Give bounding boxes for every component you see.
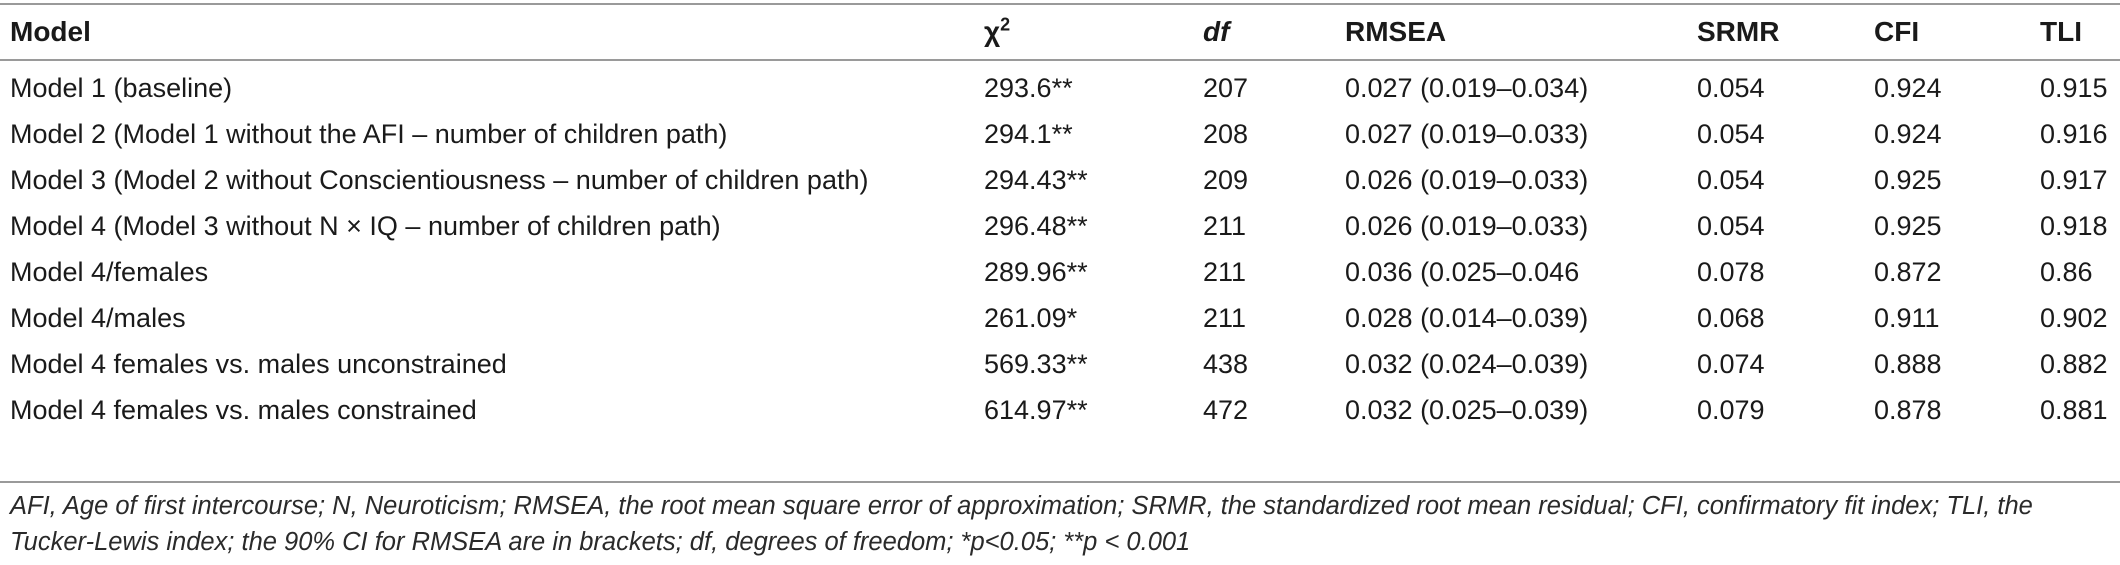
cell-df: 438 — [1203, 349, 1249, 379]
table-header-row: Model χ2 df RMSEA SRMR CFI TLI — [0, 4, 2120, 60]
cell-model: Model 4/males — [10, 303, 186, 333]
header-srmr: SRMR — [1697, 16, 1780, 47]
cell-tli: 0.917 — [2040, 165, 2108, 195]
cell-df: 209 — [1203, 165, 1249, 195]
table-row: Model 2 (Model 1 without the AFI – numbe… — [0, 111, 2120, 157]
cell-model: Model 4/females — [10, 257, 209, 287]
table-row: Model 1 (baseline) 293.6** 207 0.027 (0.… — [0, 65, 2120, 111]
cell-model: Model 4 (Model 3 without N × IQ – number… — [10, 211, 721, 241]
table-footnote: AFI, Age of first intercourse; N, Neurot… — [10, 492, 2033, 556]
cell-df: 211 — [1203, 211, 1247, 241]
header-chi-symbol: χ — [984, 16, 1001, 47]
header-cfi: CFI — [1874, 16, 1920, 47]
cell-df: 211 — [1203, 303, 1247, 333]
cell-model: Model 1 (baseline) — [10, 73, 233, 103]
cell-cfi: 0.872 — [1874, 257, 1942, 287]
table-row: Model 4 females vs. males unconstrained … — [0, 341, 2120, 387]
cell-chi: 293.6** — [984, 73, 1073, 103]
cell-chi: 289.96** — [984, 257, 1088, 287]
cell-srmr: 0.068 — [1697, 303, 1765, 333]
cell-rmsea: 0.027 (0.019–0.033) — [1345, 119, 1589, 149]
cell-chi: 294.1** — [984, 119, 1073, 149]
cell-df: 208 — [1203, 119, 1249, 149]
header-df: df — [1203, 16, 1230, 47]
cell-tli: 0.86 — [2040, 257, 2093, 287]
cell-rmsea: 0.027 (0.019–0.034) — [1345, 73, 1589, 103]
cell-chi: 294.43** — [984, 165, 1088, 195]
cell-rmsea: 0.028 (0.014–0.039) — [1345, 303, 1589, 333]
header-rmsea: RMSEA — [1345, 16, 1447, 47]
cell-cfi: 0.888 — [1874, 349, 1942, 379]
cell-df: 211 — [1203, 257, 1247, 287]
cell-tli: 0.918 — [2040, 211, 2108, 241]
cell-tli: 0.881 — [2040, 395, 2108, 425]
table-row: Model 4/females 289.96** 211 0.036 (0.02… — [0, 249, 2120, 295]
table-row: Model 3 (Model 2 without Conscientiousne… — [0, 157, 2120, 203]
header-rule — [0, 59, 2120, 61]
cell-tli: 0.902 — [2040, 303, 2108, 333]
cell-chi: 614.97** — [984, 395, 1088, 425]
cell-model: Model 4 females vs. males constrained — [10, 395, 477, 425]
cell-srmr: 0.074 — [1697, 349, 1765, 379]
cell-chi: 569.33** — [984, 349, 1088, 379]
header-chi-square: χ2 — [984, 4, 1010, 60]
cell-srmr: 0.079 — [1697, 395, 1765, 425]
cell-srmr: 0.078 — [1697, 257, 1765, 287]
cell-srmr: 0.054 — [1697, 73, 1765, 103]
cell-cfi: 0.878 — [1874, 395, 1942, 425]
cell-chi: 296.48** — [984, 211, 1088, 241]
cell-tli: 0.916 — [2040, 119, 2108, 149]
cell-tli: 0.915 — [2040, 73, 2108, 103]
table-row: Model 4 (Model 3 without N × IQ – number… — [0, 203, 2120, 249]
cell-model: Model 3 (Model 2 without Conscientiousne… — [10, 165, 869, 195]
cell-rmsea: 0.026 (0.019–0.033) — [1345, 211, 1589, 241]
cell-cfi: 0.925 — [1874, 165, 1942, 195]
cell-cfi: 0.924 — [1874, 119, 1942, 149]
header-chi-superscript: 2 — [1000, 14, 1011, 35]
cell-rmsea: 0.036 (0.025–0.046 — [1345, 257, 1580, 287]
table-row: Model 4/males 261.09* 211 0.028 (0.014–0… — [0, 295, 2120, 341]
cell-model: Model 4 females vs. males unconstrained — [10, 349, 507, 379]
cell-cfi: 0.925 — [1874, 211, 1942, 241]
cell-df: 472 — [1203, 395, 1249, 425]
header-model: Model — [10, 16, 91, 47]
table-top-rule — [0, 3, 2120, 5]
table-row: Model 4 females vs. males constrained 61… — [0, 387, 2120, 433]
table-bottom-rule — [0, 481, 2120, 483]
cell-rmsea: 0.032 (0.025–0.039) — [1345, 395, 1589, 425]
cell-cfi: 0.911 — [1874, 303, 1940, 333]
cell-model: Model 2 (Model 1 without the AFI – numbe… — [10, 119, 728, 149]
cell-rmsea: 0.032 (0.024–0.039) — [1345, 349, 1589, 379]
cell-srmr: 0.054 — [1697, 165, 1765, 195]
header-tli: TLI — [2040, 16, 2082, 47]
cell-df: 207 — [1203, 73, 1249, 103]
cell-tli: 0.882 — [2040, 349, 2108, 379]
cell-srmr: 0.054 — [1697, 119, 1765, 149]
cell-chi: 261.09* — [984, 303, 1078, 333]
cell-rmsea: 0.026 (0.019–0.033) — [1345, 165, 1589, 195]
cell-srmr: 0.054 — [1697, 211, 1765, 241]
cell-cfi: 0.924 — [1874, 73, 1942, 103]
